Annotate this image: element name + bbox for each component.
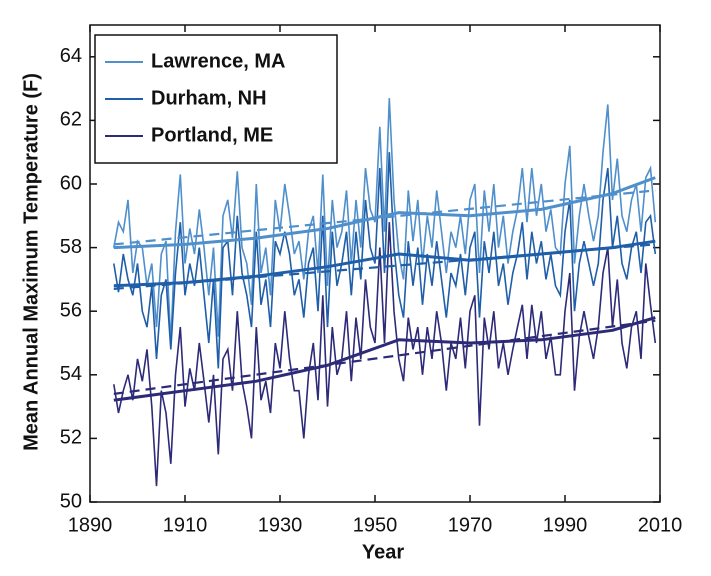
y-tick-label: 64: [60, 45, 82, 67]
x-tick-label: 1970: [448, 514, 493, 536]
smooth-line: [113, 316, 656, 402]
y-tick-label: 56: [60, 299, 82, 321]
y-tick-label: 54: [60, 363, 82, 385]
legend-label: Durham, NH: [151, 87, 267, 109]
trend-fit: [113, 319, 656, 395]
data-line: [113, 222, 657, 487]
y-tick-label: 60: [60, 172, 82, 194]
legend-label: Portland, ME: [151, 124, 273, 146]
x-tick-label: 1990: [543, 514, 588, 536]
y-tick-label: 58: [60, 236, 82, 258]
y-tick-label: 62: [60, 109, 82, 131]
x-tick-label: 1910: [163, 514, 208, 536]
y-tick-label: 50: [60, 490, 82, 512]
y-tick-label: 52: [60, 427, 82, 449]
x-tick-label: 1930: [258, 514, 303, 536]
legend-label: Lawrence, MA: [151, 50, 285, 72]
y-axis-label: Mean Annual Maximum Temperature (F): [20, 73, 42, 451]
x-tick-label: 1890: [68, 514, 113, 536]
smooth-line: [113, 239, 656, 288]
smooth-line: [113, 176, 656, 250]
x-tick-label: 2010: [638, 514, 683, 536]
trend-fit: [113, 189, 656, 246]
x-axis-label: Year: [362, 541, 404, 563]
x-tick-label: 1950: [353, 514, 398, 536]
data-line: [113, 98, 657, 344]
data-line: [113, 152, 657, 369]
